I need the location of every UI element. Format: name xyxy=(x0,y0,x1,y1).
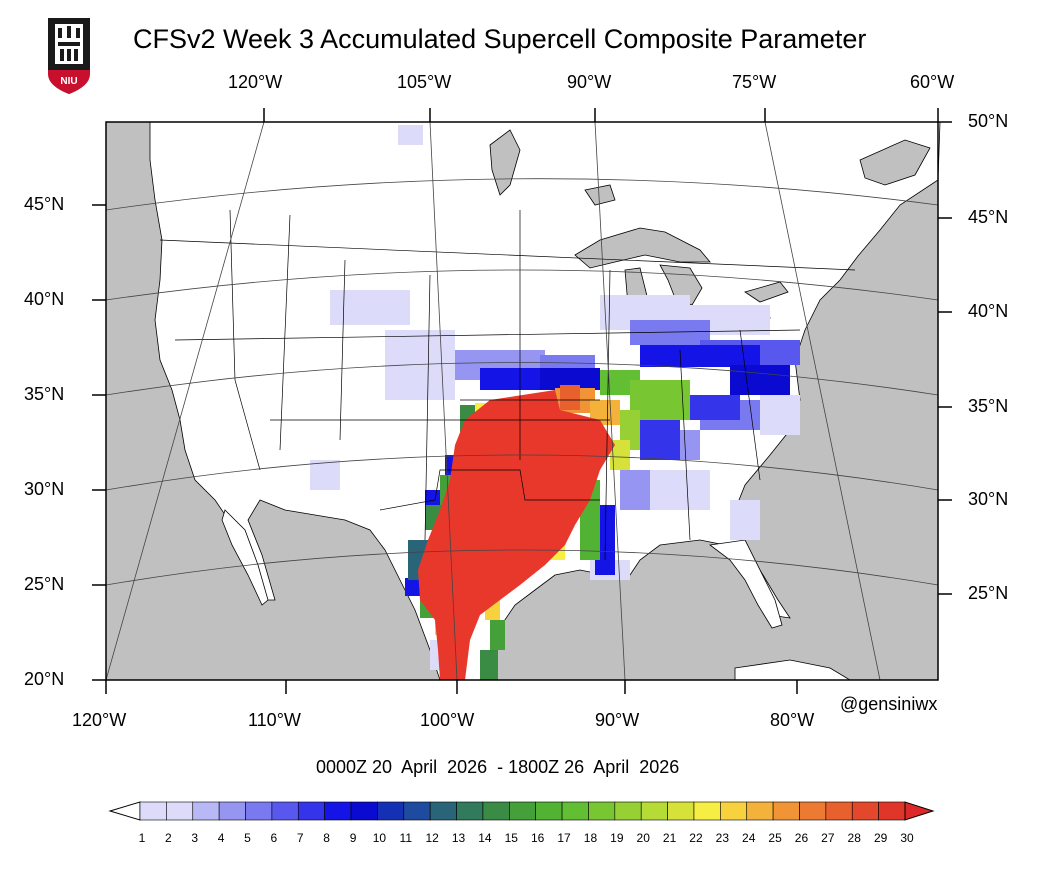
bottom-lon-label: 90°W xyxy=(595,710,640,730)
niu-logo: NIU xyxy=(48,18,90,94)
colorbar-label: 2 xyxy=(165,831,172,845)
colorbar-label: 27 xyxy=(821,831,835,845)
colorbar-label: 16 xyxy=(531,831,545,845)
colorbar-swatch xyxy=(746,801,774,821)
colorbar-swatch xyxy=(271,801,299,821)
right-lat-label: 30°N xyxy=(968,489,1009,509)
colorbar-swatch xyxy=(429,801,457,821)
page-title: CFSv2 Week 3 Accumulated Supercell Compo… xyxy=(133,24,867,54)
left-lat-label: 30°N xyxy=(24,479,65,499)
colorbar-label: 25 xyxy=(768,831,782,845)
right-lat-label: 35°N xyxy=(968,396,1009,416)
colorbar-swatch xyxy=(693,801,721,821)
left-lat-label: 45°N xyxy=(24,194,65,214)
scp-shading xyxy=(310,125,800,680)
colorbar-swatch xyxy=(324,801,352,821)
colorbar-swatch xyxy=(561,801,589,821)
top-lon-label: 90°W xyxy=(567,72,612,92)
left-lat-label: 25°N xyxy=(24,574,65,594)
colorbar-swatch xyxy=(456,801,484,821)
bottom-lon-label: 80°W xyxy=(770,710,815,730)
bottom-lon-label: 120°W xyxy=(72,710,127,730)
colorbar-label: 17 xyxy=(557,831,571,845)
map xyxy=(92,108,952,694)
colorbar-swatch xyxy=(482,801,510,821)
axis-ticks xyxy=(92,108,952,694)
northern-waters xyxy=(859,139,931,186)
right-lat-label: 50°N xyxy=(968,111,1009,131)
land-cuba xyxy=(734,659,852,681)
colorbar-label: 26 xyxy=(795,831,809,845)
colorbar-label: 19 xyxy=(610,831,624,845)
colorbar-label: 1 xyxy=(139,831,146,845)
colorbar-swatch xyxy=(218,801,246,821)
colorbar-label: 7 xyxy=(297,831,304,845)
colorbar-swatch xyxy=(377,801,405,821)
top-lon-label: 105°W xyxy=(397,72,452,92)
colorbar-label: 8 xyxy=(323,831,330,845)
colorbar-swatch xyxy=(192,801,220,821)
colorbar-label: 23 xyxy=(716,831,730,845)
colorbar-label: 15 xyxy=(505,831,519,845)
left-lat-label: 20°N xyxy=(24,669,65,689)
colorbar-swatch xyxy=(509,801,536,821)
left-lat-label: 35°N xyxy=(24,384,65,404)
colorbar-swatch xyxy=(667,801,695,821)
colorbar-swatch xyxy=(640,801,668,821)
land-florida xyxy=(708,539,783,629)
land-baja xyxy=(221,509,269,606)
colorbar-swatch xyxy=(825,801,853,821)
colorbar-swatch xyxy=(166,801,194,821)
colorbar-swatch xyxy=(535,801,563,821)
colorbar-label: 10 xyxy=(373,831,387,845)
colorbar-label: 13 xyxy=(452,831,466,845)
bottom-lon-label: 100°W xyxy=(420,710,475,730)
colorbar-swatch xyxy=(614,801,642,821)
colorbar-label: 24 xyxy=(742,831,756,845)
colorbar-swatch xyxy=(139,801,167,821)
colorbar-label: 21 xyxy=(663,831,677,845)
left-lat-label: 40°N xyxy=(24,289,65,309)
colorbar-label: 12 xyxy=(425,831,439,845)
top-lon-label: 120°W xyxy=(228,72,283,92)
colorbar-swatch xyxy=(851,801,879,821)
colorbar-label: 29 xyxy=(874,831,888,845)
colorbar-swatch xyxy=(588,801,616,821)
colorbar-swatch xyxy=(878,801,906,821)
colorbar-label: 18 xyxy=(584,831,598,845)
colorbar-label: 3 xyxy=(191,831,198,845)
colorbar-label: 22 xyxy=(689,831,703,845)
map-frame xyxy=(105,121,939,681)
colorbar-swatch xyxy=(297,801,325,821)
colorbar-label: 20 xyxy=(637,831,651,845)
colorbar-swatch xyxy=(350,801,378,821)
logo-text: NIU xyxy=(60,76,77,87)
colorbar-label: 30 xyxy=(900,831,914,845)
top-lon-label: 75°W xyxy=(732,72,777,92)
bottom-lon-label: 110°W xyxy=(248,710,301,730)
colorbar-swatch xyxy=(403,801,431,821)
colorbar-label: 6 xyxy=(271,831,278,845)
valid-period: 0000Z 20 April 2026 - 1800Z 26 April 202… xyxy=(316,757,680,777)
colorbar-label: 11 xyxy=(400,831,413,845)
top-lon-label: 60°W xyxy=(910,72,955,92)
colorbar-label: 4 xyxy=(218,831,225,845)
right-lat-label: 45°N xyxy=(968,207,1009,227)
colorbar-under-arrow xyxy=(108,801,141,821)
colorbar-swatch xyxy=(720,801,748,821)
right-lat-label: 25°N xyxy=(968,583,1009,603)
colorbar-swatch xyxy=(799,801,827,821)
colorbar-swatch xyxy=(245,801,273,821)
colorbar-label: 14 xyxy=(478,831,492,845)
colorbar-swatch xyxy=(772,801,800,821)
colorbar-over-arrow xyxy=(904,801,935,821)
right-lat-label: 40°N xyxy=(968,301,1009,321)
colorbar-label: 9 xyxy=(350,831,357,845)
credit: @gensiniwx xyxy=(840,694,938,714)
colorbar: 1 2 3 4 5 6 7 8 9 10 11 12 13 14 15 16 17 18 19 20 21 22 23 24 2… xyxy=(108,801,935,845)
graticule xyxy=(105,121,939,681)
colorbar-label: 5 xyxy=(244,831,251,845)
colorbar-label: 28 xyxy=(848,831,862,845)
state-borders xyxy=(159,209,856,561)
